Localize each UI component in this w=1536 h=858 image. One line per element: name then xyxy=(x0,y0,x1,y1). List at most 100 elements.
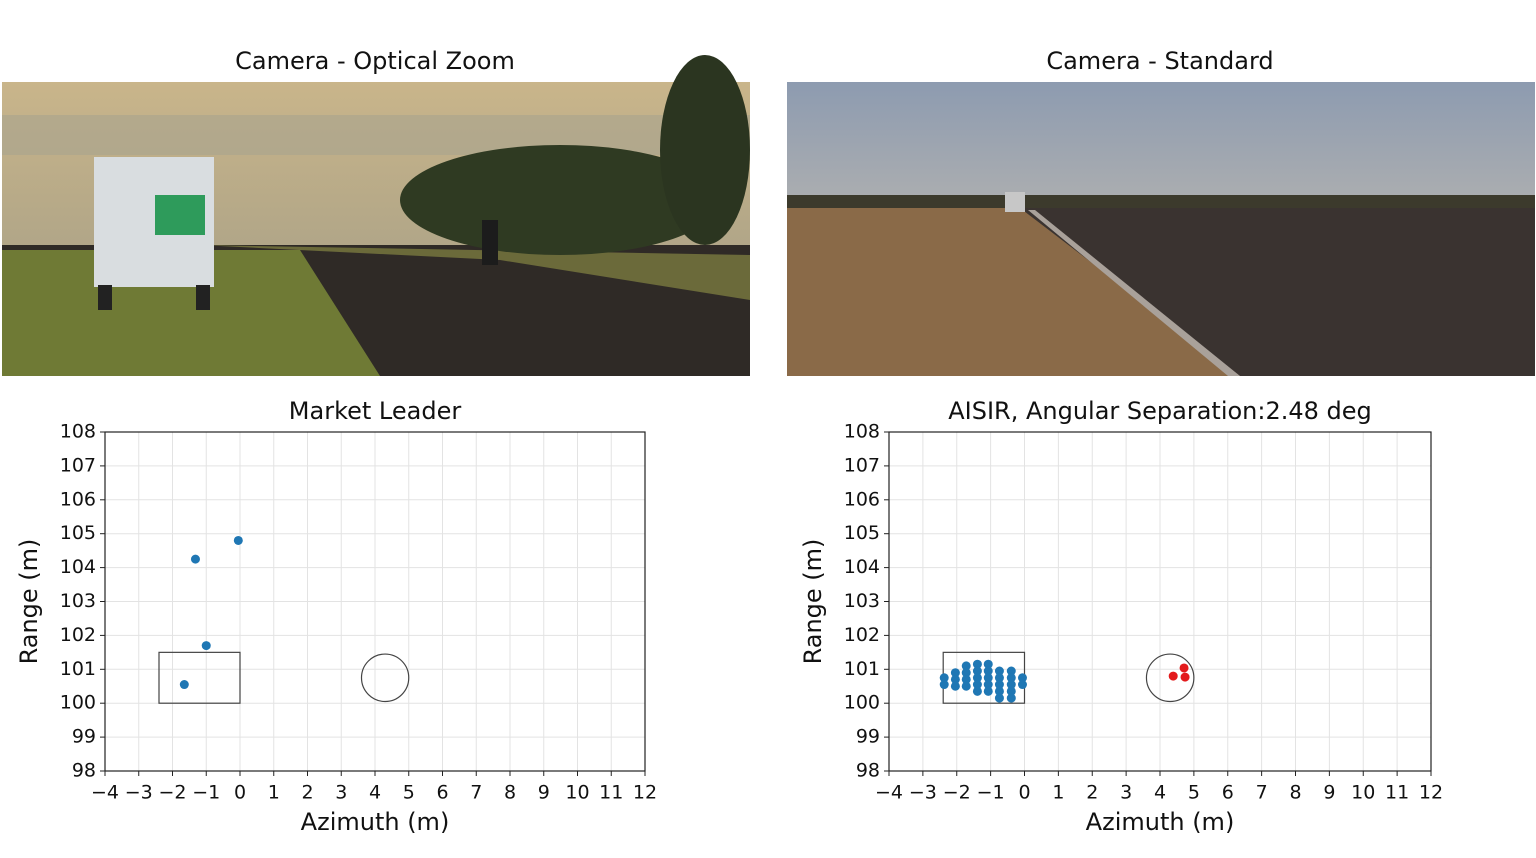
point xyxy=(1017,673,1027,683)
y-tick-label: 104 xyxy=(60,556,96,578)
point xyxy=(1006,673,1016,683)
x-tick-label: −3 xyxy=(125,782,153,804)
target-box xyxy=(158,651,241,704)
point xyxy=(961,668,971,678)
x-tick-label: 10 xyxy=(565,782,589,804)
x-tick-label: 2 xyxy=(301,782,313,804)
x-tick-label: 1 xyxy=(268,782,280,804)
point xyxy=(972,659,982,669)
camera-image xyxy=(787,82,1535,376)
point xyxy=(939,673,949,683)
x-tick-label: 4 xyxy=(369,782,381,804)
y-tick-label: 107 xyxy=(844,454,880,476)
x-tick-label: −1 xyxy=(977,782,1005,804)
point xyxy=(201,641,211,651)
x-tick-label: −2 xyxy=(943,782,971,804)
x-tick-label: 8 xyxy=(1289,782,1301,804)
point xyxy=(1179,663,1189,673)
x-tick-label: 5 xyxy=(1188,782,1200,804)
point xyxy=(972,686,982,696)
x-tick-label: 4 xyxy=(1154,782,1166,804)
point xyxy=(1180,672,1190,682)
target-circle xyxy=(1145,653,1195,703)
point xyxy=(950,668,960,678)
point xyxy=(1006,693,1016,703)
y-tick-label: 105 xyxy=(844,522,880,544)
panel-title: Camera - Optical Zoom xyxy=(235,47,515,75)
point xyxy=(1006,686,1016,696)
x-tick-label: 3 xyxy=(335,782,347,804)
x-tick-label: −4 xyxy=(875,782,903,804)
y-tick-label: 98 xyxy=(72,760,96,782)
chart-title: AISIR, Angular Separation:2.48 deg xyxy=(948,397,1372,425)
point xyxy=(983,686,993,696)
point xyxy=(190,554,200,564)
point xyxy=(983,666,993,676)
point xyxy=(994,666,1004,676)
point xyxy=(961,661,971,671)
x-tick-label: 8 xyxy=(504,782,516,804)
y-tick-label: 102 xyxy=(844,624,880,646)
x-tick-label: 0 xyxy=(234,782,246,804)
point xyxy=(179,680,189,690)
plot-frame xyxy=(104,431,646,772)
point xyxy=(994,673,1004,683)
x-axis-label: Azimuth (m) xyxy=(1086,808,1235,836)
y-tick-label: 106 xyxy=(844,488,880,510)
x-tick-label: 12 xyxy=(633,782,657,804)
point xyxy=(972,666,982,676)
y-tick-label: 101 xyxy=(844,658,880,680)
point xyxy=(950,681,960,691)
y-axis-label: Range (m) xyxy=(799,539,827,665)
x-tick-label: 3 xyxy=(1120,782,1132,804)
y-tick-label: 100 xyxy=(844,692,880,714)
x-tick-label: −1 xyxy=(192,782,220,804)
y-tick-label: 104 xyxy=(844,556,880,578)
x-tick-label: −2 xyxy=(158,782,186,804)
point xyxy=(994,693,1004,703)
x-axis-label: Azimuth (m) xyxy=(301,808,450,836)
y-tick-label: 103 xyxy=(60,590,96,612)
panel-title: Camera - Standard xyxy=(1046,47,1273,75)
y-tick-label: 100 xyxy=(60,692,96,714)
y-tick-label: 105 xyxy=(60,522,96,544)
x-tick-label: 6 xyxy=(436,782,448,804)
point xyxy=(939,680,949,690)
point xyxy=(1017,680,1027,690)
point xyxy=(994,686,1004,696)
plot-frame xyxy=(888,431,1432,772)
x-tick-label: 0 xyxy=(1018,782,1030,804)
y-tick-label: 99 xyxy=(856,726,880,748)
x-tick-label: −4 xyxy=(91,782,119,804)
point xyxy=(1006,680,1016,690)
point xyxy=(961,674,971,684)
y-tick-label: 102 xyxy=(60,624,96,646)
y-tick-label: 108 xyxy=(60,421,96,443)
x-tick-label: 9 xyxy=(1323,782,1335,804)
x-tick-label: 6 xyxy=(1222,782,1234,804)
x-tick-label: 12 xyxy=(1419,782,1443,804)
x-tick-label: 11 xyxy=(1385,782,1409,804)
point xyxy=(950,674,960,684)
y-axis-label: Range (m) xyxy=(15,539,43,665)
x-tick-label: 9 xyxy=(538,782,550,804)
x-tick-label: −3 xyxy=(909,782,937,804)
x-tick-label: 11 xyxy=(599,782,623,804)
point xyxy=(983,673,993,683)
x-tick-label: 5 xyxy=(403,782,415,804)
y-tick-label: 101 xyxy=(60,658,96,680)
point xyxy=(1168,671,1178,681)
y-tick-label: 99 xyxy=(72,726,96,748)
x-tick-label: 2 xyxy=(1086,782,1098,804)
point xyxy=(972,673,982,683)
x-tick-label: 10 xyxy=(1351,782,1375,804)
y-tick-label: 106 xyxy=(60,488,96,510)
point xyxy=(972,680,982,690)
point xyxy=(983,680,993,690)
x-tick-label: 7 xyxy=(470,782,482,804)
x-tick-label: 7 xyxy=(1256,782,1268,804)
point xyxy=(1006,666,1016,676)
y-tick-label: 98 xyxy=(856,760,880,782)
